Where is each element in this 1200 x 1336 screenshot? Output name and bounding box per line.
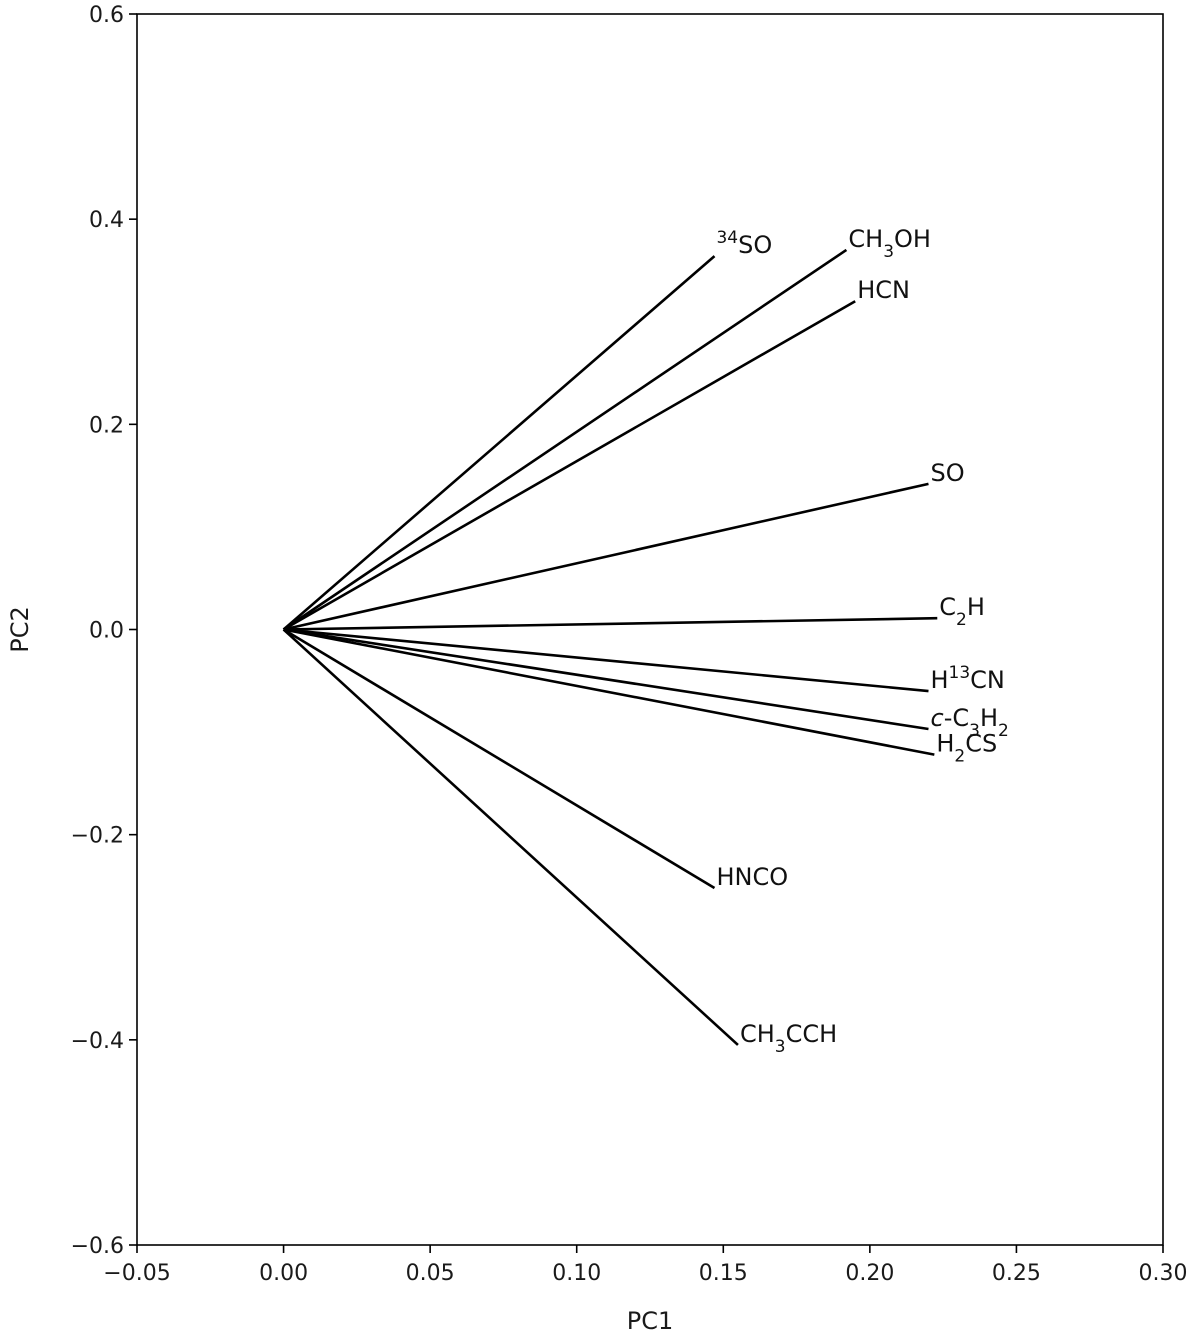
loading-vector-label: CH3CCH <box>740 1020 837 1057</box>
loading-vector-line <box>283 628 929 731</box>
loading-vector-label: 34SO <box>716 228 772 259</box>
x-tick-label: 0.30 <box>1139 1261 1188 1286</box>
loading-vector-label: H2CS <box>936 730 997 767</box>
loading-vectors <box>282 248 938 1046</box>
x-tick-label: 0.20 <box>845 1261 894 1286</box>
loading-vector-line <box>282 628 716 890</box>
y-tick-label: 0.6 <box>89 3 124 28</box>
y-tick-label: 0.4 <box>89 208 124 233</box>
loading-vector-label: CH3OH <box>848 225 931 262</box>
y-axis-ticks: −0.6 −0.4 −0.2 0.0 0.2 0.4 0.6 <box>71 3 137 1259</box>
loading-vector-line <box>283 616 938 631</box>
loading-vector-line <box>283 628 935 756</box>
loading-vector-line <box>282 628 739 1046</box>
x-tick-label: 0.05 <box>406 1261 455 1286</box>
loading-vector-label: c-C3H2 <box>930 704 1008 741</box>
y-tick-label: −0.2 <box>71 824 124 849</box>
y-tick-label: −0.6 <box>71 1234 124 1259</box>
y-tick-label: 0.2 <box>89 413 124 438</box>
loading-vector-line <box>283 628 929 693</box>
loading-vector-label: HCN <box>857 276 910 304</box>
y-axis-label: PC2 <box>6 606 34 653</box>
loading-vector-line <box>282 300 856 631</box>
loading-vector-label: HNCO <box>716 863 788 891</box>
loading-vector-label: H13CN <box>930 663 1004 694</box>
x-axis-ticks: −0.05 0.00 0.05 0.10 0.15 0.20 0.25 0.30 <box>103 1245 1187 1286</box>
x-tick-label: 0.15 <box>699 1261 748 1286</box>
loading-vector-label: SO <box>930 459 964 487</box>
loading-vector-line <box>282 248 848 631</box>
loading-vector-line <box>282 255 716 631</box>
x-axis-label: PC1 <box>627 1307 674 1335</box>
y-tick-label: 0.0 <box>89 619 124 644</box>
x-tick-label: −0.05 <box>103 1261 170 1286</box>
x-tick-label: 0.00 <box>259 1261 308 1286</box>
loading-vector-label: C2H <box>939 593 985 630</box>
loading-vector-line <box>283 482 929 631</box>
y-tick-label: −0.4 <box>71 1029 124 1054</box>
x-tick-label: 0.10 <box>552 1261 601 1286</box>
x-tick-label: 0.25 <box>992 1261 1041 1286</box>
plot-frame <box>136 13 1164 1246</box>
